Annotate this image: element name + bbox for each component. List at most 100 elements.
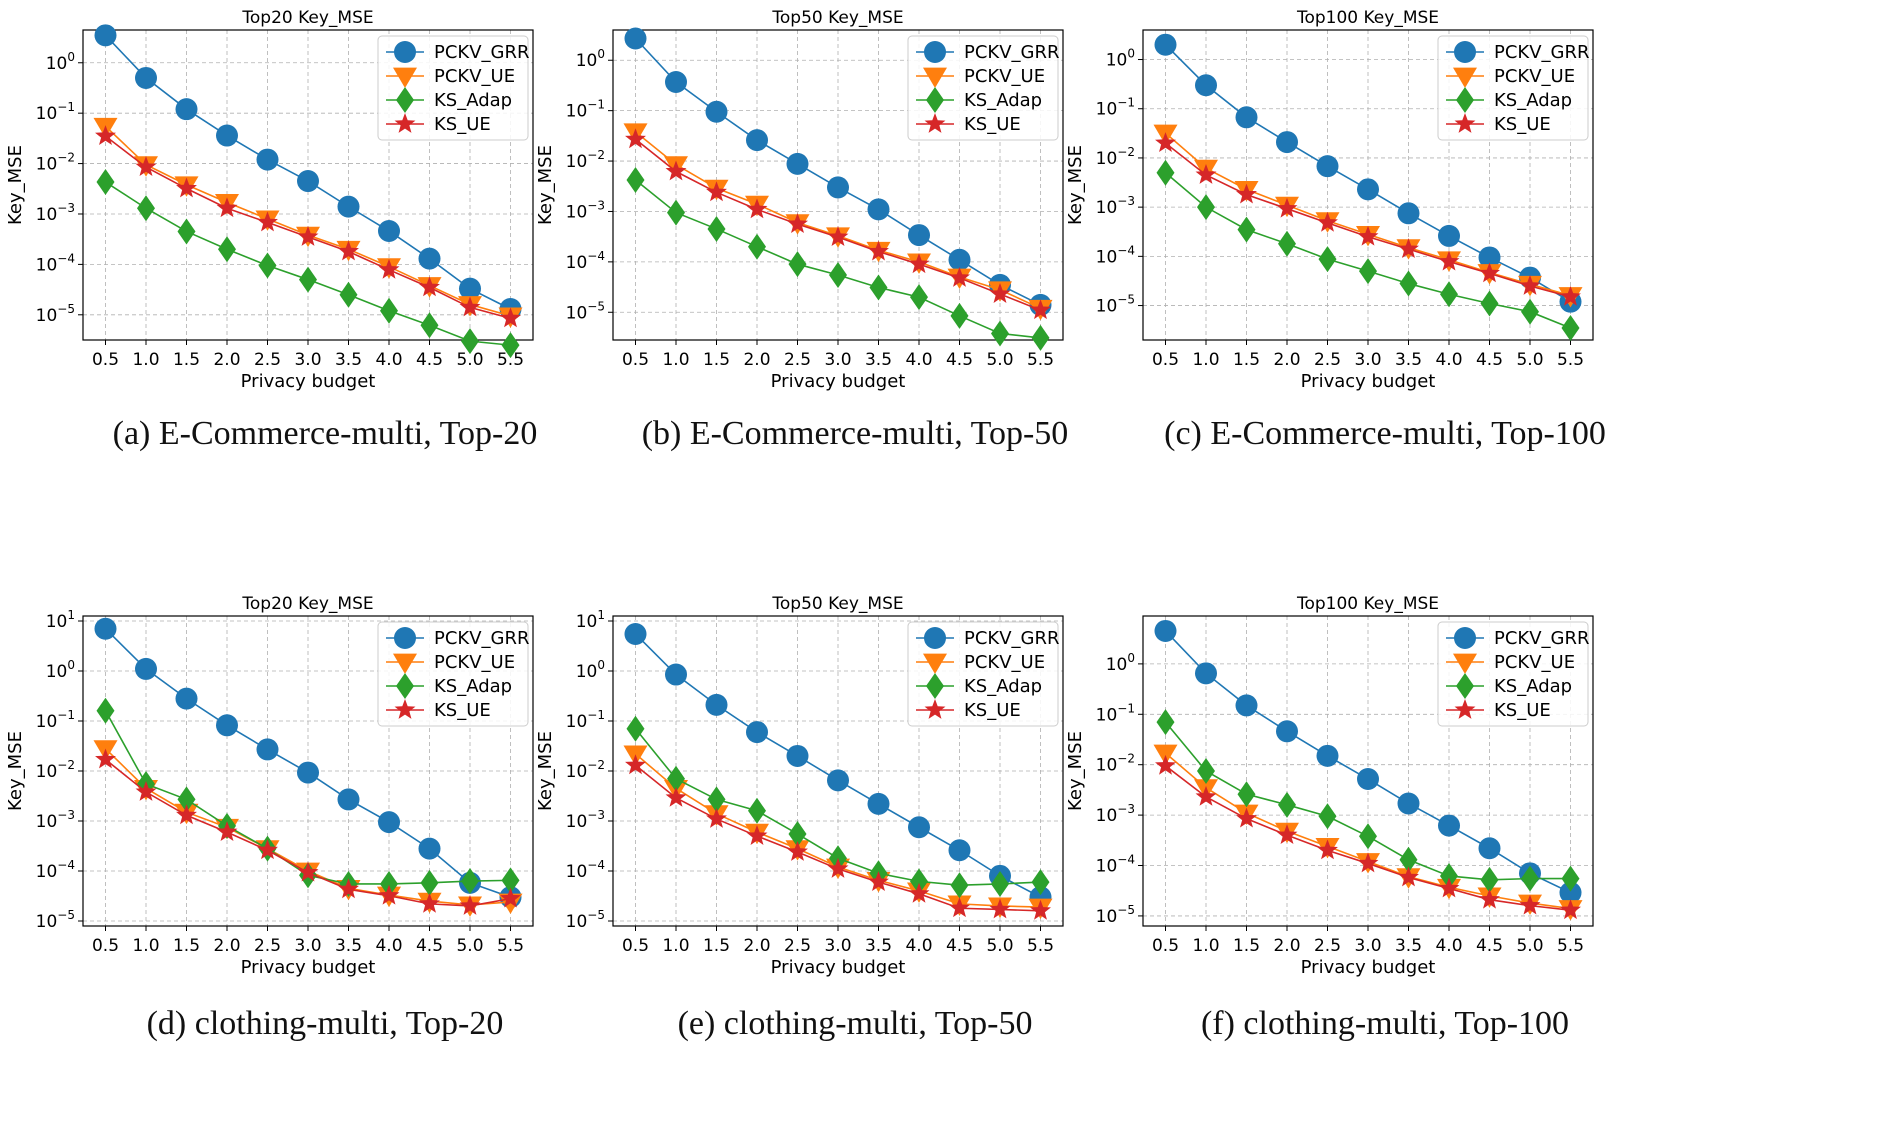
x-tick-label: 5.0 bbox=[456, 350, 483, 370]
data-point bbox=[1438, 814, 1460, 837]
data-point bbox=[1559, 881, 1582, 904]
legend-label: PCKV_UE bbox=[434, 66, 515, 87]
data-point bbox=[908, 253, 930, 274]
data-point bbox=[1195, 662, 1217, 685]
x-tick-label: 2.0 bbox=[213, 350, 240, 370]
data-point bbox=[258, 252, 277, 279]
data-point bbox=[624, 622, 647, 645]
x-tick-label: 0.5 bbox=[92, 350, 119, 370]
data-point bbox=[216, 821, 238, 841]
data-point bbox=[1155, 754, 1176, 775]
x-tick-label: 5.5 bbox=[1557, 936, 1584, 956]
data-point bbox=[218, 236, 236, 263]
data-point bbox=[948, 839, 971, 862]
legend-box bbox=[907, 621, 1059, 727]
x-tick-label: 0.5 bbox=[622, 936, 649, 956]
legend-marker bbox=[396, 87, 414, 113]
data-point bbox=[378, 219, 400, 242]
data-point bbox=[420, 869, 439, 896]
data-point bbox=[338, 878, 359, 899]
data-point bbox=[461, 868, 479, 895]
x-tick-label: 4.0 bbox=[375, 350, 402, 370]
data-point bbox=[1031, 869, 1050, 896]
data-point bbox=[1276, 720, 1298, 743]
y-axis-label: Key_MSE bbox=[535, 731, 556, 811]
y-tick-label: 100 bbox=[1106, 47, 1135, 71]
y-axis-label: Key_MSE bbox=[5, 145, 26, 225]
data-point bbox=[257, 839, 278, 860]
data-point bbox=[380, 870, 398, 897]
legend-marker bbox=[1453, 653, 1477, 674]
data-point bbox=[950, 872, 969, 899]
x-tick-label: 0.5 bbox=[92, 936, 119, 956]
data-point bbox=[705, 693, 728, 716]
legend-marker bbox=[923, 653, 947, 674]
x-tick-label: 5.0 bbox=[1516, 350, 1543, 370]
y-tick-label: 10−5 bbox=[566, 908, 605, 932]
legend: PCKV_GRR PCKV_UE KS_Adap KS_UE bbox=[907, 35, 1060, 141]
data-point bbox=[177, 786, 196, 813]
legend-label: KS_Adap bbox=[964, 90, 1042, 111]
data-point bbox=[1438, 877, 1460, 898]
data-point bbox=[1357, 178, 1379, 201]
data-point bbox=[1237, 216, 1256, 243]
data-point bbox=[908, 882, 930, 903]
y-axis-label: Key_MSE bbox=[1065, 145, 1086, 225]
y-tick-label: 100 bbox=[576, 47, 605, 71]
data-point bbox=[1317, 211, 1338, 232]
data-point bbox=[667, 765, 685, 792]
x-tick-label: 5.0 bbox=[1516, 936, 1543, 956]
x-tick-label: 3.0 bbox=[294, 350, 321, 370]
legend-label: KS_UE bbox=[964, 700, 1021, 721]
x-tick-label: 2.0 bbox=[1273, 350, 1300, 370]
data-point bbox=[1235, 694, 1258, 717]
legend: PCKV_GRR PCKV_UE KS_Adap KS_UE bbox=[907, 621, 1060, 727]
x-tick-label: 0.5 bbox=[1152, 936, 1179, 956]
data-point bbox=[707, 786, 726, 813]
data-point bbox=[297, 225, 319, 246]
x-axis-label: Privacy budget bbox=[771, 957, 906, 978]
legend-label: KS_Adap bbox=[1494, 90, 1572, 111]
x-tick-label: 4.0 bbox=[1435, 350, 1462, 370]
data-point bbox=[827, 176, 849, 199]
x-tick-label: 1.0 bbox=[1192, 936, 1219, 956]
y-tick-label: 10−2 bbox=[36, 758, 75, 782]
legend-box bbox=[907, 35, 1059, 141]
data-point bbox=[1519, 894, 1541, 915]
legend-marker bbox=[923, 67, 947, 88]
data-point bbox=[948, 248, 971, 271]
series-ks-adap bbox=[1156, 159, 1580, 341]
x-tick-label: 5.0 bbox=[986, 936, 1013, 956]
y-tick-label: 10−2 bbox=[36, 151, 75, 175]
data-point bbox=[950, 302, 969, 329]
chart-title: Top50 Key_MSE bbox=[771, 594, 903, 614]
axes-frame bbox=[612, 29, 1064, 341]
chart-panel-f: 0.5 1.0 1.5 2.0 2.5 3.0 3.5 4.0 4.5 5.0 5.5 10−5 10−… bbox=[1065, 594, 1594, 1042]
chart-panel-a: 0.5 1.0 1.5 2.0 2.5 3.0 3.5 4.0 4.5 5.0 5.5 10−5 10−… bbox=[5, 8, 537, 452]
x-tick-label: 4.5 bbox=[946, 936, 973, 956]
x-tick-label: 1.5 bbox=[1233, 936, 1260, 956]
data-point bbox=[949, 266, 970, 287]
x-axis-label: Privacy budget bbox=[241, 957, 376, 978]
y-tick-label: 10−2 bbox=[566, 148, 605, 172]
data-point bbox=[908, 224, 930, 247]
data-point bbox=[459, 894, 481, 915]
data-point bbox=[667, 199, 685, 226]
x-tick-label: 4.0 bbox=[1435, 936, 1462, 956]
data-point bbox=[297, 761, 319, 784]
chart-panel-d: 0.5 1.0 1.5 2.0 2.5 3.0 3.5 4.0 4.5 5.0 5.5 10−5 10−… bbox=[5, 594, 534, 1042]
data-point bbox=[419, 892, 440, 913]
axes-frame bbox=[612, 615, 1064, 927]
data-point bbox=[991, 870, 1009, 897]
data-point bbox=[1195, 785, 1217, 806]
y-axis-label: Key_MSE bbox=[1065, 731, 1086, 811]
x-tick-label: 4.5 bbox=[1476, 350, 1503, 370]
y-tick-label: 10−1 bbox=[1096, 701, 1135, 725]
legend-label: KS_UE bbox=[1494, 700, 1551, 721]
data-point bbox=[746, 198, 768, 219]
data-point bbox=[625, 754, 646, 775]
series-ks-ue bbox=[625, 128, 1051, 320]
x-axis-label: Privacy budget bbox=[771, 371, 906, 392]
data-point bbox=[788, 251, 807, 278]
data-point bbox=[746, 825, 768, 845]
